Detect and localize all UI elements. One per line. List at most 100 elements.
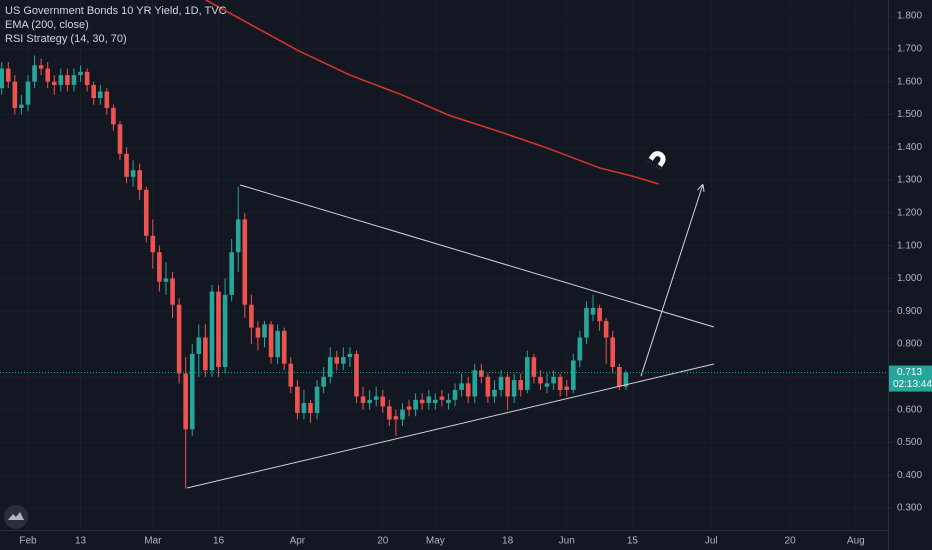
candle-body [117,124,123,154]
countdown-label: 02:13:44 [893,379,932,390]
candle-body [189,353,195,430]
x-tick-label: Jul [705,536,718,547]
candle-body [400,409,405,420]
candle-body [538,376,543,384]
candle-body [485,376,491,397]
x-tick-label: 16 [213,536,225,547]
candle-body [130,170,136,177]
x-tick-label: Mar [144,536,162,547]
candle-body [564,386,570,390]
y-tick-label: 0.400 [897,470,922,481]
candle-body [281,330,287,364]
candle-body [570,360,576,390]
candle-body [163,278,169,282]
candle-body [426,396,432,404]
candle-body [203,337,208,371]
candle-body [229,252,234,295]
candle-body [301,403,307,413]
candle-body [380,396,386,407]
candle-body [314,386,320,413]
candle-body [91,84,96,99]
candle-body [544,383,550,387]
candle-body [525,357,530,390]
candle-body [288,363,294,387]
candle-body [275,330,280,358]
x-tick-label: May [426,536,445,547]
candle-body [32,65,37,82]
candle-body [143,189,149,236]
candle-body [327,357,333,377]
y-tick-label: 0.900 [897,306,922,317]
candle-body [446,399,451,404]
trend-arrow [640,185,703,377]
candle-body [577,337,583,361]
x-tick-label: 20 [785,536,797,547]
chart-title: US Government Bonds 10 YR Yield, 1D, TVC [5,5,227,17]
x-tick-label: 13 [75,536,87,547]
y-tick-label: 1.600 [897,76,922,87]
candle-body [387,406,392,420]
candle-body [465,383,471,397]
x-tick-label: Aug [847,536,865,547]
candle-body [196,337,202,354]
candle-body [78,71,83,76]
candle-body [150,235,156,253]
candle-body [354,353,359,397]
candle-body [51,81,57,85]
candle-body [25,81,31,105]
candle-body [58,75,64,85]
magnet-icon [647,151,666,170]
candle-body [124,153,129,177]
trend-line [240,184,715,328]
y-tick-label: 1.500 [897,109,922,120]
candle-body [433,399,438,404]
indicator-label: RSI Strategy (14, 30, 70) [5,33,127,45]
y-tick-label: 1.000 [897,273,922,284]
candle-body [45,68,50,82]
candle-body [610,337,616,367]
candle-body [65,75,70,85]
candle-body [597,307,602,322]
candle-body [551,376,556,384]
candle-body [5,68,11,82]
candle-body [373,396,379,400]
candle-body [38,65,44,69]
candle-body [249,304,254,328]
candle-body [209,291,215,371]
candle-body [505,376,510,397]
candle-body [531,357,537,377]
x-tick-label: Jun [559,536,575,547]
candle-body [0,68,5,89]
y-tick-label: 1.100 [897,240,922,251]
candle-body [295,386,300,413]
candle-body [590,307,596,315]
candle-body [183,373,188,430]
candle-body [104,91,110,108]
y-tick-label: 1.400 [897,142,922,153]
candle-body [137,170,142,190]
y-tick-label: 1.200 [897,207,922,218]
y-tick-label: 0.800 [897,339,922,350]
y-tick-label: 0.600 [897,404,922,415]
candle-body [341,357,346,364]
candle-body [308,403,313,413]
candle-body [413,399,418,410]
candle-body [557,376,563,390]
candle-body [268,324,274,358]
candle-body [367,399,372,404]
last-price-label: 0.713 [897,367,922,378]
y-tick-label: 0.300 [897,503,922,514]
candle-body [222,294,228,367]
candle-body [492,389,497,397]
ema-line [205,0,659,185]
candle-body [406,406,412,410]
x-tick-label: 20 [377,536,389,547]
candle-body [584,307,589,338]
candle-body [176,304,182,374]
candle-body [334,357,340,364]
candle-body [97,91,103,99]
axes: 1.800 1.700 1.600 1.500 1.400 1.300 1.200 1.100… [19,11,932,547]
last-price-box [889,365,932,392]
